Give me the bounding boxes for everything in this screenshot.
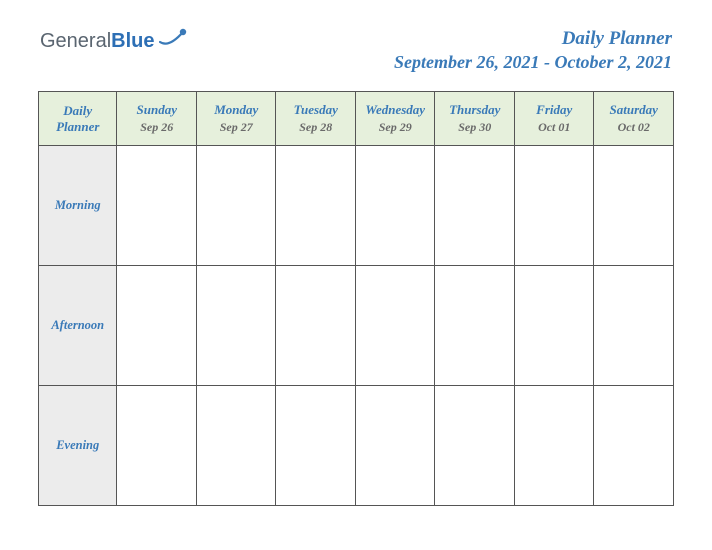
period-label-evening: Evening: [39, 386, 117, 506]
day-name: Friday: [517, 102, 592, 119]
cell: [196, 266, 276, 386]
day-head-wednesday: Wednesday Sep 29: [355, 92, 435, 146]
cell: [117, 386, 197, 506]
cell: [594, 266, 674, 386]
day-date: Sep 27: [199, 120, 274, 136]
period-text: Afternoon: [39, 318, 116, 333]
period-label-afternoon: Afternoon: [39, 266, 117, 386]
cell: [514, 146, 594, 266]
cell: [355, 146, 435, 266]
day-head-tuesday: Tuesday Sep 28: [276, 92, 356, 146]
cell: [196, 146, 276, 266]
page-title: Daily Planner: [394, 28, 672, 50]
day-head-monday: Monday Sep 27: [196, 92, 276, 146]
cell: [276, 146, 356, 266]
row-afternoon: Afternoon: [39, 266, 674, 386]
day-name: Thursday: [437, 102, 512, 119]
cell: [276, 266, 356, 386]
cell: [435, 386, 515, 506]
day-name: Monday: [199, 102, 274, 119]
day-head-thursday: Thursday Sep 30: [435, 92, 515, 146]
date-range: September 26, 2021 - October 2, 2021: [394, 52, 672, 73]
day-head-friday: Friday Oct 01: [514, 92, 594, 146]
cell: [117, 146, 197, 266]
day-name: Saturday: [596, 102, 671, 119]
logo-text: General Blue: [40, 30, 155, 53]
day-date: Sep 29: [358, 120, 433, 136]
cell: [355, 386, 435, 506]
row-morning: Morning: [39, 146, 674, 266]
corner-cell: Daily Planner: [39, 92, 117, 146]
header-row: Daily Planner Sunday Sep 26 Monday Sep 2…: [39, 92, 674, 146]
day-date: Oct 01: [517, 120, 592, 136]
period-text: Evening: [39, 438, 116, 453]
day-name: Wednesday: [358, 102, 433, 119]
cell: [355, 266, 435, 386]
day-date: Sep 28: [278, 120, 353, 136]
day-date: Oct 02: [596, 120, 671, 136]
header: General Blue Daily Planner September 26,…: [0, 0, 712, 91]
cell: [435, 266, 515, 386]
day-name: Tuesday: [278, 102, 353, 119]
row-evening: Evening: [39, 386, 674, 506]
cell: [276, 386, 356, 506]
period-label-morning: Morning: [39, 146, 117, 266]
day-date: Sep 26: [119, 120, 194, 136]
swoosh-icon: [159, 28, 187, 55]
logo-part2: Blue: [111, 30, 154, 53]
cell: [594, 146, 674, 266]
day-date: Sep 30: [437, 120, 512, 136]
corner-label: Daily Planner: [43, 103, 112, 134]
cell: [117, 266, 197, 386]
cell: [514, 266, 594, 386]
planner-table: Daily Planner Sunday Sep 26 Monday Sep 2…: [38, 91, 674, 506]
cell: [435, 146, 515, 266]
logo-part1: General: [40, 30, 111, 53]
cell: [514, 386, 594, 506]
day-head-sunday: Sunday Sep 26: [117, 92, 197, 146]
logo: General Blue: [40, 28, 187, 55]
day-head-saturday: Saturday Oct 02: [594, 92, 674, 146]
cell: [196, 386, 276, 506]
period-text: Morning: [39, 198, 116, 213]
day-name: Sunday: [119, 102, 194, 119]
title-block: Daily Planner September 26, 2021 - Octob…: [394, 28, 672, 73]
cell: [594, 386, 674, 506]
